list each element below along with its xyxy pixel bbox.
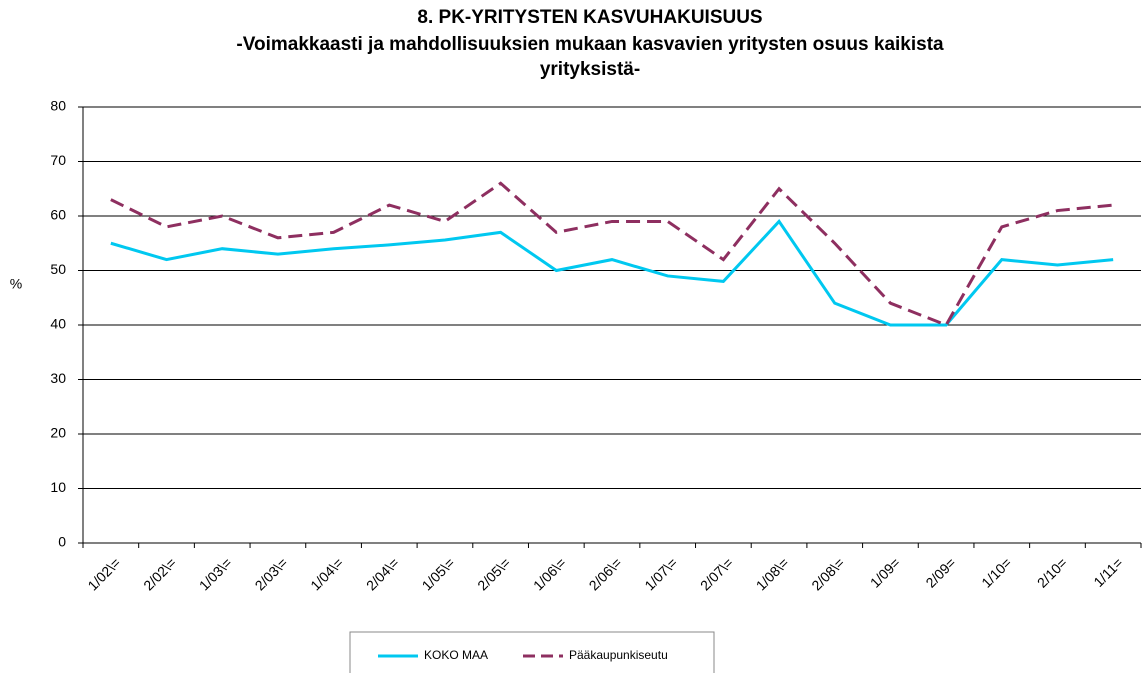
y-tick-label: 30 [50, 370, 66, 386]
y-tick-label: 10 [50, 479, 66, 495]
y-tick-label: 50 [50, 261, 66, 277]
x-tick-label: 2/10= [1034, 554, 1070, 590]
legend-label: Pääkaupunkiseutu [569, 648, 668, 662]
x-tick-label: 1/03\= [196, 554, 235, 593]
chart-subtitle: -Voimakkaasti ja mahdollisuuksien mukaan… [236, 34, 944, 55]
y-tick-label: 70 [50, 152, 66, 168]
x-tick-label: 2/02\= [140, 554, 179, 593]
series-line [110, 219, 1114, 327]
x-tick-label: 1/05\= [419, 554, 458, 593]
x-tick-label: 2/09= [922, 554, 958, 590]
x-tick-label: 2/06\= [586, 554, 625, 593]
x-tick-label: 1/10= [978, 554, 1014, 590]
x-tick-label: 2/04\= [363, 554, 402, 593]
x-tick-label: 1/06\= [530, 554, 569, 593]
x-tick-label: 1/07\= [641, 554, 680, 593]
x-tick-label: 1/04\= [307, 554, 346, 593]
y-tick-label: 60 [50, 207, 66, 223]
y-tick-label: 40 [50, 316, 66, 332]
series-line [110, 181, 1114, 327]
y-tick-label: 20 [50, 425, 66, 441]
x-tick-label: 1/09= [867, 554, 903, 590]
x-tick-label: 2/03\= [252, 554, 291, 593]
legend-box [349, 631, 715, 673]
x-tick-label: 2/07\= [697, 554, 736, 593]
y-axis-label: % [10, 276, 22, 292]
legend-label: KOKO MAA [424, 648, 488, 662]
chart-subtitle: yrityksistä- [540, 59, 640, 80]
x-tick-label: 1/02\= [84, 554, 123, 593]
y-tick-label: 0 [58, 534, 66, 550]
x-tick-label: 1/11= [1090, 554, 1126, 590]
x-tick-label: 2/08\= [808, 554, 847, 593]
x-tick-label: 1/08\= [753, 554, 792, 593]
y-tick-label: 80 [50, 98, 66, 114]
x-tick-label: 2/05\= [474, 554, 513, 593]
chart-title: 8. PK-YRITYSTEN KASVUHAKUISUUS [417, 7, 762, 28]
